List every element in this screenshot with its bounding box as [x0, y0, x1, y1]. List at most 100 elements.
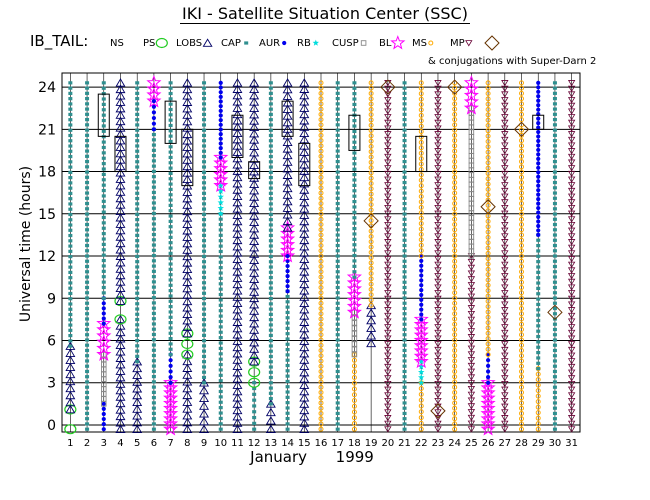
marker-cap	[135, 312, 140, 316]
marker-cap	[68, 102, 73, 106]
marker-mp	[467, 299, 476, 306]
marker-cap	[268, 312, 273, 316]
marker-cap	[268, 228, 273, 232]
legend-marker-lobs	[202, 38, 213, 47]
marker-aur	[101, 311, 106, 316]
marker-cap	[202, 223, 207, 227]
marker-ms	[485, 170, 491, 176]
marker-aur	[536, 219, 541, 224]
marker-cap	[101, 81, 106, 85]
marker-lobs	[265, 399, 276, 408]
marker-cap	[402, 301, 407, 305]
marker-cap	[202, 296, 207, 301]
marker-cap	[168, 86, 173, 90]
marker-ms	[418, 123, 424, 129]
marker-cap	[552, 112, 557, 116]
marker-mp	[384, 221, 392, 229]
marker-cap	[202, 207, 207, 211]
conjugation-box	[231, 114, 244, 158]
marker-ms	[519, 169, 525, 175]
marker-mp	[467, 270, 476, 277]
marker-cap	[202, 254, 207, 259]
marker-cap	[168, 81, 173, 85]
marker-cap	[68, 97, 73, 101]
marker-cap	[252, 415, 257, 420]
marker-cap	[151, 248, 156, 252]
marker-ms	[519, 426, 525, 432]
marker-aur	[485, 363, 491, 368]
marker-ms	[318, 190, 324, 196]
marker-ms	[519, 358, 525, 364]
segment-day22-bl	[413, 311, 429, 369]
marker-ms	[485, 234, 491, 240]
marker-cap	[168, 150, 173, 154]
marker-cap	[352, 167, 357, 171]
marker-cap	[168, 289, 173, 293]
marker-ms	[452, 195, 458, 201]
marker-cap	[135, 344, 140, 348]
marker-cap	[135, 107, 140, 111]
marker-cap	[151, 380, 156, 384]
marker-ms	[318, 164, 324, 170]
marker-ms	[519, 174, 525, 180]
marker-cap	[402, 348, 407, 353]
marker-cap	[151, 285, 156, 289]
marker-cap	[402, 117, 407, 122]
marker-aur	[536, 179, 541, 184]
legend-label: BL	[379, 38, 392, 49]
marker-cap	[101, 97, 106, 101]
marker-cap	[335, 411, 340, 416]
marker-ms	[351, 375, 357, 381]
marker-ms	[485, 218, 491, 224]
marker-mp	[467, 282, 476, 289]
marker-cap	[202, 323, 207, 327]
marker-ms	[519, 374, 525, 380]
segment-day6-aur	[151, 99, 157, 132]
marker-mp	[434, 114, 442, 121]
legend-label: CUSP	[332, 38, 359, 49]
y-tick-label: 9	[47, 291, 56, 307]
marker-cap	[285, 353, 290, 357]
marker-cap	[151, 206, 156, 210]
marker-cap	[218, 217, 223, 221]
marker-cap	[552, 306, 557, 311]
marker-cap	[402, 144, 407, 148]
marker-cap	[268, 291, 273, 295]
marker-cap	[552, 359, 557, 363]
marker-cap	[135, 196, 140, 201]
marker-mp	[384, 312, 392, 320]
marker-cap	[536, 238, 541, 242]
marker-ms	[418, 409, 424, 415]
marker-cap	[85, 380, 90, 384]
legend-label: LOBS	[176, 38, 202, 49]
marker-mp	[384, 244, 392, 251]
marker-cap	[402, 81, 407, 85]
segment-day15-lobs	[299, 78, 310, 433]
marker-cap	[268, 239, 273, 243]
marker-aur	[536, 201, 541, 206]
marker-cap	[151, 401, 156, 405]
marker-mp	[434, 176, 442, 183]
x-tick-label: 7	[167, 438, 173, 449]
marker-cap	[68, 160, 73, 164]
marker-cap	[202, 291, 207, 295]
marker-cap	[268, 233, 273, 238]
marker-cap	[402, 180, 407, 185]
x-tick-label: 22	[415, 438, 428, 449]
marker-cap	[352, 129, 357, 134]
marker-mp	[567, 159, 576, 166]
marker-cap	[168, 310, 173, 314]
marker-cap	[218, 309, 223, 313]
marker-cap	[85, 138, 90, 143]
marker-cap	[68, 197, 73, 201]
marker-cap	[135, 112, 140, 117]
marker-cap	[268, 160, 273, 164]
marker-ms	[368, 165, 374, 171]
marker-cap	[85, 322, 90, 326]
marker-mp	[501, 307, 509, 314]
marker-cap	[85, 338, 90, 342]
marker-cap	[268, 139, 273, 143]
marker-ms	[368, 265, 374, 271]
marker-mp	[384, 369, 392, 376]
marker-cap	[135, 118, 140, 122]
